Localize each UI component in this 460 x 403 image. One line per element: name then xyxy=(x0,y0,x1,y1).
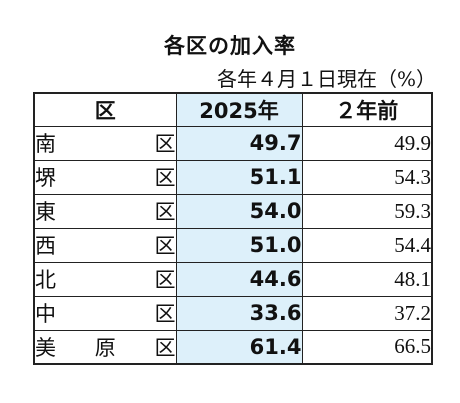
previous-rate: 49.9 xyxy=(301,125,433,161)
ward-cell: 西区 xyxy=(33,227,177,263)
date-unit-note: 各年４月１日現在（%） xyxy=(216,67,436,91)
ward-char: 美 xyxy=(35,335,56,360)
ward-char: 東 xyxy=(35,200,56,224)
ward-cell: 南区 xyxy=(33,125,177,161)
header-row: 区 2025年 ２年前 xyxy=(33,92,433,127)
ward-char: 北 xyxy=(35,268,56,292)
previous-rate: 37.2 xyxy=(301,295,433,331)
current-rate: 54.0 xyxy=(175,193,303,229)
ward-char: 堺 xyxy=(35,166,56,190)
ward-cell: 北区 xyxy=(33,261,177,297)
previous-rate: 54.4 xyxy=(301,227,433,263)
ward-char: 区 xyxy=(154,335,176,360)
ward-char: 中 xyxy=(35,302,56,326)
table-row: 北区 44.6 48.1 xyxy=(33,261,433,297)
table-row: 中区 33.6 37.2 xyxy=(33,295,433,331)
ward-char: 区 xyxy=(154,302,176,326)
ward-cell: 中区 xyxy=(33,295,177,331)
table-row: 南区 49.7 49.9 xyxy=(33,125,433,161)
ward-char: 区 xyxy=(154,268,176,292)
ward-char: 西 xyxy=(35,234,56,258)
ward-cell: 美原区 xyxy=(33,329,177,365)
current-rate: 33.6 xyxy=(175,295,303,331)
current-rate: 44.6 xyxy=(175,261,303,297)
table-row: 堺区 51.1 54.3 xyxy=(33,159,433,195)
ward-char: 南 xyxy=(35,132,56,156)
header-current-year: 2025年 xyxy=(175,92,303,127)
enrollment-rate-table: 区 2025年 ２年前 南区 49.7 49.9 堺区 51.1 54.3 東区… xyxy=(33,92,433,365)
current-rate: 49.7 xyxy=(175,125,303,161)
header-ward: 区 xyxy=(33,92,177,127)
ward-char: 区 xyxy=(154,166,176,190)
current-rate: 61.4 xyxy=(175,329,303,365)
ward-char: 区 xyxy=(154,200,176,224)
ward-char: 原 xyxy=(94,335,116,360)
ward-cell: 堺区 xyxy=(33,159,177,195)
table-title: 各区の加入率 xyxy=(164,34,296,58)
current-rate: 51.1 xyxy=(175,159,303,195)
ward-cell: 東区 xyxy=(33,193,177,229)
previous-rate: 66.5 xyxy=(301,329,433,365)
current-rate: 51.0 xyxy=(175,227,303,263)
ward-char: 区 xyxy=(154,132,176,156)
table-row: 西区 51.0 54.4 xyxy=(33,227,433,263)
ward-char: 区 xyxy=(154,234,176,258)
table-row: 美 原 区 61.4 66.5 xyxy=(33,329,433,365)
header-two-years-ago: ２年前 xyxy=(301,92,433,127)
table-row: 東区 54.0 59.3 xyxy=(33,193,433,229)
previous-rate: 59.3 xyxy=(301,193,433,229)
previous-rate: 54.3 xyxy=(301,159,433,195)
previous-rate: 48.1 xyxy=(301,261,433,297)
